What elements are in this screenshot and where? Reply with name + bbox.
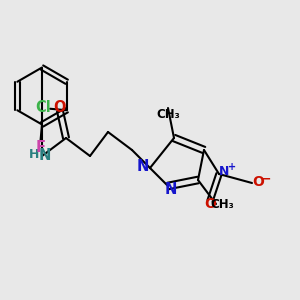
Text: O: O: [205, 197, 217, 211]
Text: F: F: [36, 140, 46, 154]
Text: H: H: [28, 148, 39, 161]
Text: +: +: [227, 162, 236, 172]
Text: CH₃: CH₃: [156, 107, 180, 121]
Text: CH₃: CH₃: [210, 197, 234, 211]
Text: N: N: [38, 148, 51, 164]
Text: Cl: Cl: [35, 100, 51, 115]
Text: N: N: [136, 159, 149, 174]
Text: O: O: [253, 175, 265, 188]
Text: N: N: [219, 165, 230, 178]
Text: O: O: [54, 100, 66, 115]
Text: −: −: [261, 173, 272, 186]
Text: N: N: [165, 182, 177, 196]
